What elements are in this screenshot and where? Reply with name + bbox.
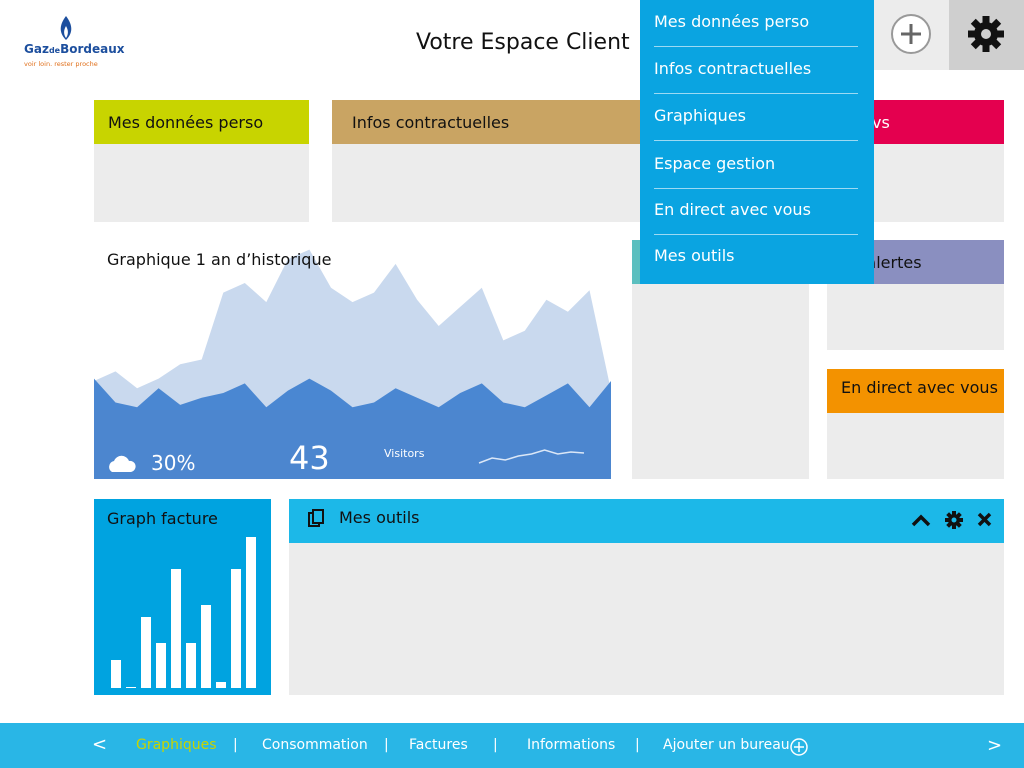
footer-tab[interactable]: Factures: [409, 737, 468, 753]
widget-title: Graph facture: [107, 509, 218, 528]
logo-text: de: [48, 46, 61, 55]
bar: [171, 569, 181, 688]
logo[interactable]: GazdeBordeaux voir loin. rester proche: [22, 12, 125, 72]
menu-item[interactable]: Infos contractuelles: [654, 47, 858, 94]
weather-value: 30%: [151, 451, 196, 475]
tools-widget: Mes outils: [289, 499, 1004, 695]
logo-mark: [60, 16, 72, 40]
bar: [246, 537, 256, 688]
bar: [186, 643, 196, 688]
gear-icon: [968, 16, 1004, 52]
bar: [216, 682, 226, 688]
add-icon[interactable]: [789, 737, 809, 757]
logo-text: Gaz: [24, 42, 49, 56]
bar: [126, 687, 136, 688]
bar: [201, 605, 211, 688]
separator: |: [493, 737, 498, 753]
menu-item[interactable]: Espace gestion: [654, 142, 858, 189]
page-title: Votre Espace Client: [416, 30, 630, 55]
menu-item[interactable]: Mes données perso: [654, 0, 858, 47]
widget-controls[interactable]: [909, 509, 999, 531]
next-button[interactable]: >: [987, 735, 1003, 756]
menu-item[interactable]: Mes outils: [654, 246, 735, 265]
bill-chart: [111, 537, 256, 688]
bar: [111, 660, 121, 688]
tile: Mes données perso: [94, 100, 309, 222]
separator: |: [233, 737, 238, 753]
dropdown-menu: Mes données perso Infos contractuelles Gra…: [640, 0, 874, 284]
band: [94, 410, 611, 479]
tile-title: Mes données perso: [94, 100, 309, 144]
visitor-count: 43: [289, 439, 330, 477]
bar: [156, 643, 166, 688]
add-button[interactable]: [874, 0, 949, 70]
separator: |: [384, 737, 389, 753]
bill-widget: Graph facture: [94, 499, 271, 695]
settings-button[interactable]: [949, 0, 1024, 70]
bar: [141, 617, 151, 688]
logo-tagline: voir loin. rester proche: [24, 60, 98, 68]
tile: En direct avec vous: [827, 369, 1004, 479]
menu-item[interactable]: En direct avec vous: [654, 188, 858, 235]
footer-tab[interactable]: Consommation: [262, 737, 368, 753]
cloud-icon: [109, 455, 136, 472]
footer-bar: < Graphiques | Consommation | Factures | Inform…: [0, 723, 1024, 768]
plus-icon: [891, 14, 931, 54]
add-tab[interactable]: Ajouter un bureau: [663, 737, 790, 753]
bar: [231, 569, 241, 688]
prev-button[interactable]: <: [92, 734, 108, 755]
visitor-label: Visitors: [384, 447, 425, 460]
footer-tab[interactable]: Graphiques: [136, 737, 217, 753]
menu-item[interactable]: Graphiques: [654, 94, 858, 141]
tools-icon: [308, 509, 324, 527]
sparkline: [478, 449, 585, 464]
history-chart: [94, 249, 611, 479]
widget-title: Graphique 1 an d’historique: [107, 250, 332, 269]
widget-title: Mes outils: [289, 499, 1004, 543]
separator: |: [635, 737, 640, 753]
footer-tab[interactable]: Informations: [527, 737, 616, 753]
logo-text: Bordeaux: [60, 42, 125, 56]
history-widget: Graphique 1 an d’historique 30% 43 Visit…: [94, 240, 611, 479]
tile-title: En direct avec vous: [827, 369, 1004, 413]
